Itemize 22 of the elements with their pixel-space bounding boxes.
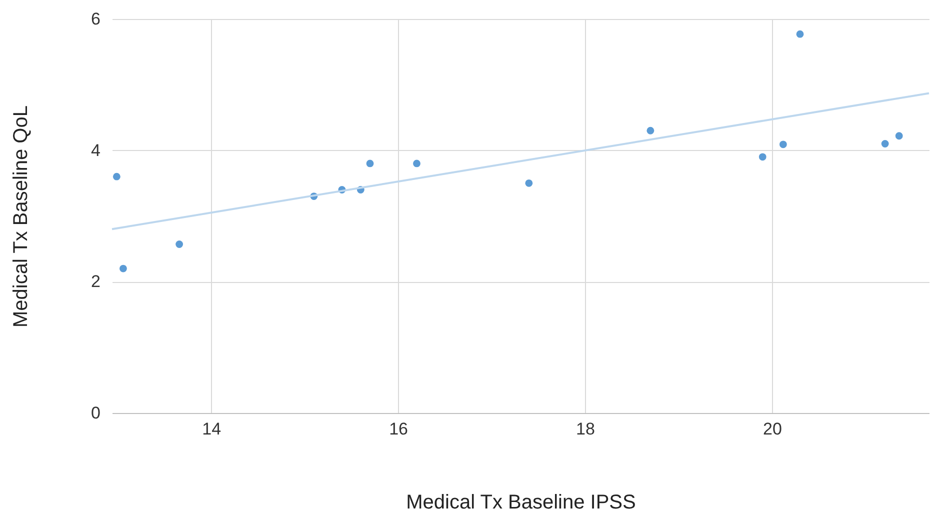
point [525, 179, 533, 187]
point [758, 153, 766, 161]
point [176, 240, 184, 248]
point [120, 264, 127, 272]
y-tick-label: 0 [91, 404, 100, 422]
point [646, 126, 654, 134]
point [796, 30, 804, 38]
y-tick-label: 4 [91, 140, 100, 160]
y-axis-title: Medical Tx Baseline QoL [10, 106, 32, 328]
x-axis-title: Medical Tx Baseline IPSS [406, 492, 636, 514]
y-tick-label: 6 [91, 10, 100, 28]
point [779, 140, 787, 148]
x-tick-label: 16 [389, 420, 408, 438]
y-tick-label: 2 [91, 272, 100, 292]
point [881, 140, 889, 148]
x-tick-label: 20 [762, 420, 782, 438]
x-tick-label: 14 [202, 420, 222, 438]
point [112, 172, 120, 180]
point [366, 160, 374, 168]
x-tick-label: 18 [576, 420, 595, 438]
point [413, 160, 420, 168]
point [895, 132, 903, 140]
